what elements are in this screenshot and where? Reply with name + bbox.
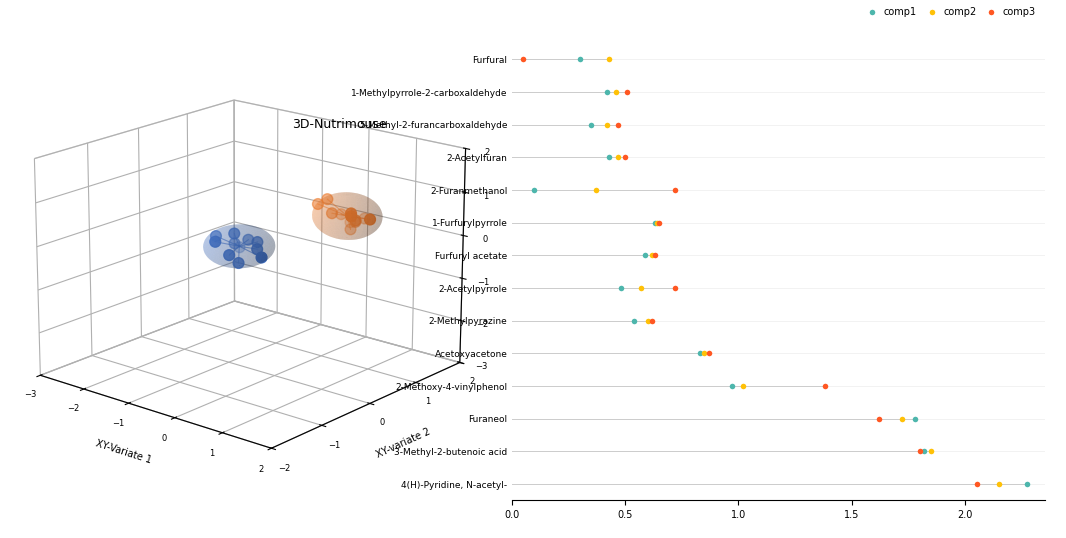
Point — [610, 121, 627, 129]
Point — [696, 349, 713, 358]
Point — [598, 88, 615, 96]
Point — [990, 480, 1007, 489]
Point — [637, 251, 655, 260]
Point — [893, 414, 910, 423]
Point — [600, 153, 617, 162]
Text: 3D-Nutrimouse: 3D-Nutrimouse — [292, 118, 386, 131]
Point — [700, 349, 717, 358]
Point — [646, 218, 663, 227]
Point — [600, 55, 617, 63]
Point — [571, 55, 588, 63]
Point — [644, 316, 661, 325]
Point — [817, 382, 834, 391]
Point — [626, 316, 643, 325]
Point — [582, 121, 599, 129]
Point — [587, 186, 604, 194]
Point — [1018, 480, 1035, 489]
Point — [632, 284, 649, 292]
Point — [648, 218, 665, 227]
Point — [515, 55, 532, 63]
Point — [650, 218, 667, 227]
Point — [871, 414, 888, 423]
Point — [723, 382, 740, 391]
Point — [968, 480, 985, 489]
Point — [612, 284, 629, 292]
Point — [692, 349, 709, 358]
Legend: comp1, comp2, comp3: comp1, comp2, comp3 — [858, 0, 1039, 21]
Point — [923, 447, 940, 456]
Point — [616, 153, 633, 162]
Point — [666, 186, 683, 194]
Point — [619, 88, 636, 96]
Point — [907, 414, 924, 423]
Point — [610, 153, 627, 162]
Point — [646, 251, 663, 260]
Point — [640, 316, 657, 325]
Point — [666, 284, 683, 292]
Point — [644, 251, 661, 260]
Point — [734, 382, 752, 391]
Legend: N, S: N, S — [610, 280, 639, 305]
Point — [598, 121, 615, 129]
Point — [526, 186, 543, 194]
Point — [916, 447, 933, 456]
Point — [608, 88, 625, 96]
Point — [911, 447, 928, 456]
X-axis label: XY-Variate 1: XY-Variate 1 — [94, 439, 152, 466]
Y-axis label: XY-variate 2: XY-variate 2 — [374, 427, 432, 459]
